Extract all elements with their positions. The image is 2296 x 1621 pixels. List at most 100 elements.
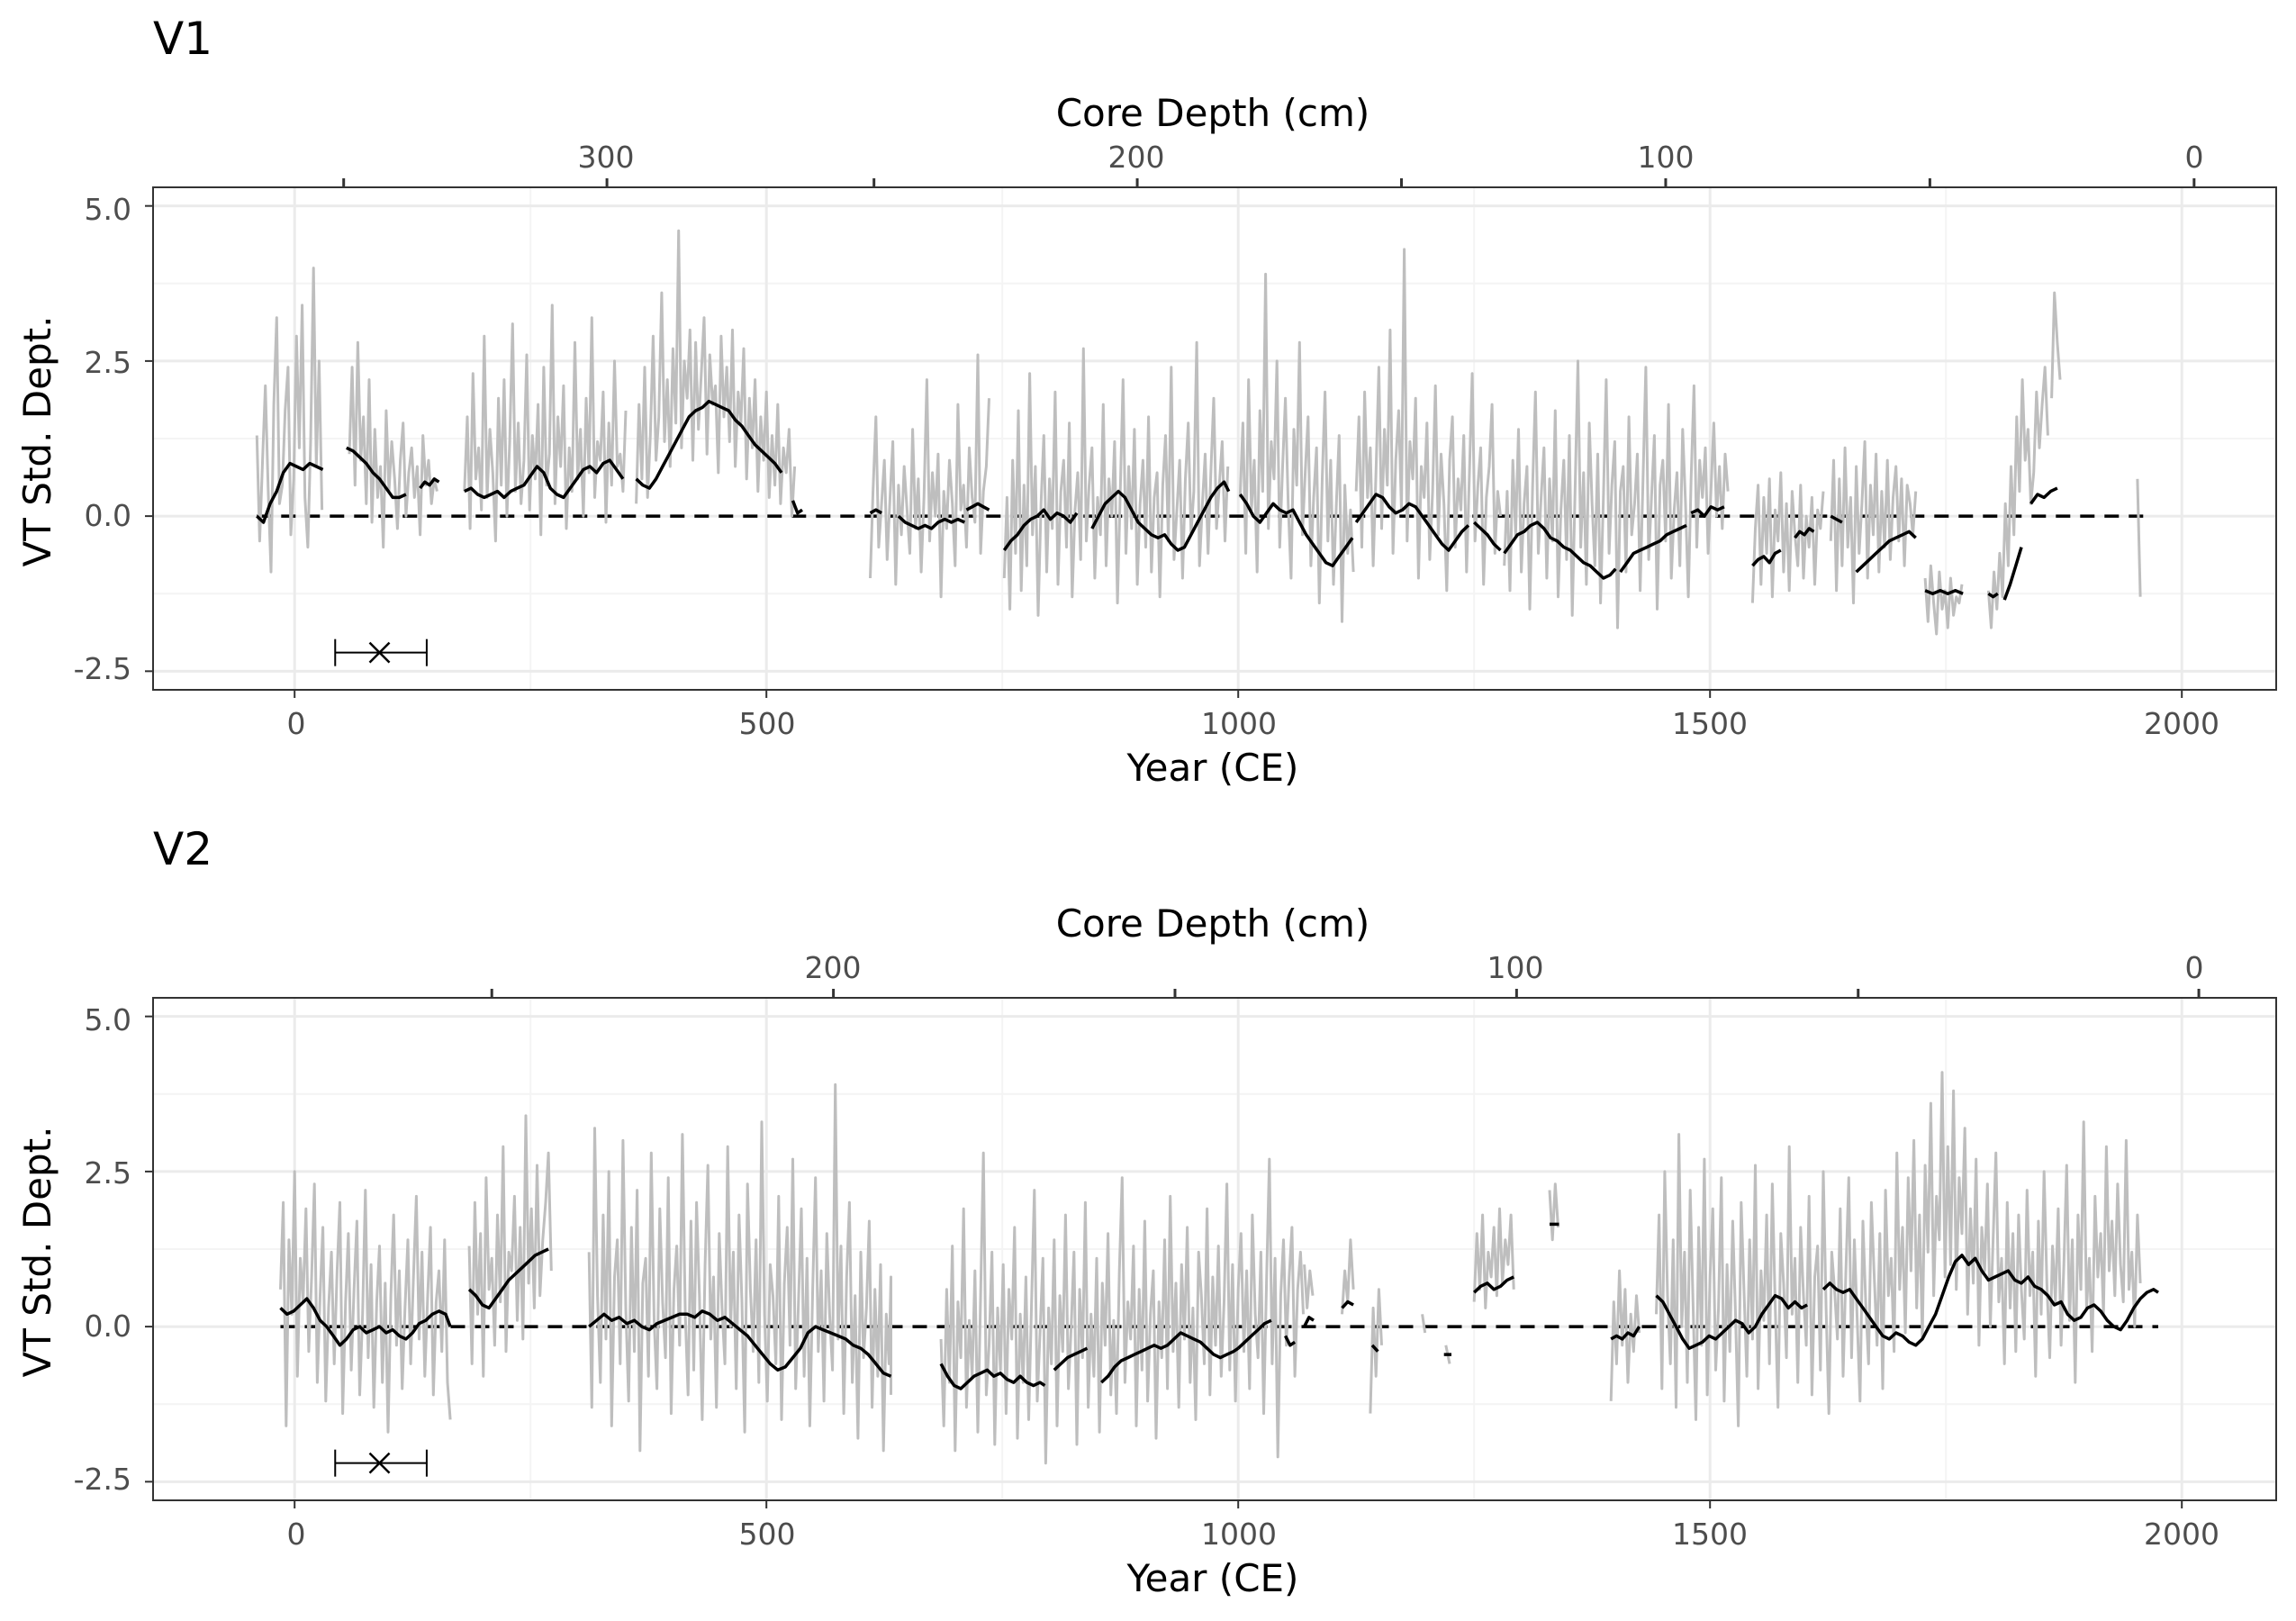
smoothed-series-segment [1370, 1344, 1379, 1353]
x-ticks-v1 [294, 690, 2183, 698]
raw-series-segment [1421, 1314, 1427, 1334]
secondary-x-ticks-v2 [490, 989, 2201, 998]
smoothed-series-segment [939, 1363, 1046, 1390]
smoothed-series-segment [791, 500, 803, 515]
smoothed-series-segment [1090, 480, 1231, 552]
raw-series-segment [467, 1114, 553, 1378]
smoothed-series-segment [1924, 589, 1964, 595]
x-tick-label: 2000 [2144, 1517, 2219, 1552]
smoothed-series-segment [256, 461, 324, 524]
raw-series-segment [279, 1170, 452, 1434]
smoothed-series-segment [464, 458, 625, 500]
secondary-x-tick-label: 200 [805, 950, 862, 985]
raw-series-segment [1503, 359, 1730, 629]
smoothed-series-segment [1354, 493, 1470, 552]
x-axis-title-v1: Year (CE) [1126, 746, 1299, 790]
secondary-x-tick-labels-v2: 200 100 0 [805, 950, 2204, 985]
y-ticks-v2 [145, 1015, 153, 1483]
smoothed-series-segment [1002, 508, 1079, 552]
y-tick-labels-v2: 5.0 2.5 0.0 -2.5 [74, 1002, 131, 1497]
smoothed-series-segment [1472, 521, 1502, 552]
x-tick-labels-v1: 0 500 1000 1500 2000 [287, 706, 2219, 741]
raw-series-segment [1002, 340, 1230, 617]
y-axis-title-v2: VT Std. Dept. [15, 1127, 59, 1378]
x-tick-labels-v2: 0 500 1000 1500 2000 [287, 1517, 2219, 1552]
smoothed-series-segment [1284, 1335, 1297, 1347]
raw-series-segment [587, 1082, 892, 1453]
smoothed-series-segment [635, 399, 783, 490]
error-bar-v1 [334, 638, 428, 666]
x-tick-label: 1000 [1201, 706, 1277, 741]
chart-title-v2: V2 [153, 823, 212, 875]
smoothed-series-segment [588, 1309, 892, 1378]
raw-series-v1 [255, 229, 2142, 636]
raw-series-segment [1923, 564, 1964, 636]
y-tick-label: 5.0 [85, 1002, 131, 1037]
smoothed-series-segment [1830, 514, 1843, 524]
secondary-x-tick-label: 300 [578, 140, 635, 175]
raw-series-segment [2050, 291, 2062, 399]
smoothed-series-segment [1100, 1331, 1240, 1384]
raw-series-segment [463, 303, 628, 543]
x-tick-label: 1500 [1672, 1517, 1748, 1552]
raw-series-segment [1548, 1182, 1559, 1242]
x-tick-label: 0 [287, 1517, 306, 1552]
smoothed-series-segment [1238, 493, 1354, 567]
x-axis-title-v2: Year (CE) [1126, 1556, 1299, 1600]
smoothed-series-segment [1619, 523, 1687, 574]
x-tick-label: 0 [287, 706, 306, 741]
x-tick-label: 500 [739, 1517, 796, 1552]
smoothed-series-segment [346, 446, 407, 500]
secondary-x-axis-title-v1: Core Depth (cm) [1056, 91, 1370, 135]
smoothed-series-segment [2029, 486, 2058, 505]
raw-series-segment [1303, 1264, 1315, 1309]
y-tick-label: -2.5 [74, 1462, 131, 1497]
raw-series-segment [1829, 439, 1918, 605]
smoothed-series-segment [1610, 1326, 1641, 1341]
secondary-x-tick-label: 100 [1487, 950, 1544, 985]
x-tick-label: 500 [739, 706, 796, 741]
secondary-x-tick-labels-v1: 300 200 100 0 [578, 140, 2204, 175]
y-tick-label: -2.5 [74, 651, 131, 686]
x-tick-label: 1000 [1201, 1517, 1277, 1552]
raw-series-segment [1238, 272, 1355, 623]
panel-border-v1 [152, 186, 2277, 691]
smoothed-series-segment [1751, 548, 1782, 567]
y-tick-label: 2.5 [85, 345, 131, 380]
raw-series-segment [255, 267, 324, 574]
panel-border-v2 [152, 997, 2277, 1501]
smoothed-series-segment [1236, 1318, 1272, 1350]
raw-series-v2 [279, 1071, 2142, 1465]
y-tick-label: 0.0 [85, 1309, 131, 1344]
error-bar-marker [368, 1452, 391, 1474]
smoothed-series-segment [1855, 530, 1917, 574]
smoothed-series-segment [1690, 505, 1725, 518]
x-tick-label: 2000 [2144, 706, 2219, 741]
secondary-x-tick-label: 100 [1638, 140, 1695, 175]
smoothed-series-segment [897, 514, 966, 530]
chart-panel-v1: V1 Core Depth (cm) 300 200 100 0 5.0 2.5… [15, 13, 2277, 790]
raw-series-segment [635, 229, 797, 518]
raw-series-segment [1369, 1288, 1383, 1414]
y-tick-label: 0.0 [85, 498, 131, 533]
chart-panel-v2: V2 Core Depth (cm) 200 100 0 5.0 2.5 0.0… [15, 823, 2277, 1600]
smoothed-series-segment [1821, 1254, 2159, 1347]
smoothed-series-segment [467, 1247, 549, 1310]
y-tick-label: 2.5 [85, 1155, 131, 1191]
x-ticks-v2 [294, 1500, 2183, 1508]
secondary-x-ticks-v1 [342, 178, 2196, 187]
smoothed-series-segment [419, 477, 440, 490]
raw-series-segment [1655, 1071, 2142, 1427]
raw-series-segment [1354, 248, 1502, 593]
smoothed-series-segment [1053, 1346, 1089, 1372]
secondary-x-tick-label: 200 [1108, 140, 1165, 175]
smoothed-series-v2 [279, 1222, 2159, 1390]
smoothed-series-segment [1655, 1293, 1808, 1350]
smoothed-series-segment [1503, 521, 1617, 580]
raw-series-segment [939, 1151, 1305, 1465]
smoothed-series-segment [869, 508, 882, 515]
y-ticks-v1 [145, 204, 153, 673]
secondary-x-tick-label: 0 [2185, 140, 2204, 175]
smoothed-series-segment [2002, 547, 2023, 601]
raw-series-segment [869, 353, 990, 599]
